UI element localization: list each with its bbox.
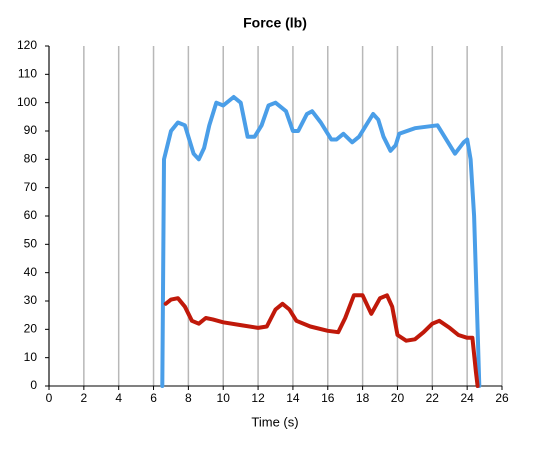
x-tick-label: 24 bbox=[460, 391, 474, 405]
x-tick-label: 4 bbox=[115, 391, 122, 405]
x-tick-label: 16 bbox=[321, 391, 335, 405]
y-tick-label: 30 bbox=[24, 293, 38, 307]
y-tick-label: 10 bbox=[24, 350, 38, 364]
x-tick-label: 12 bbox=[251, 391, 265, 405]
x-tick-label: 26 bbox=[495, 391, 509, 405]
y-tick-label: 50 bbox=[24, 237, 38, 251]
y-tick-label: 110 bbox=[18, 67, 37, 81]
y-tick-label: 20 bbox=[24, 322, 38, 336]
x-tick-label: 10 bbox=[217, 391, 231, 405]
y-tick-label: 90 bbox=[24, 123, 38, 137]
x-axis-label: Time (s) bbox=[251, 414, 298, 429]
x-tick-label: 14 bbox=[286, 391, 300, 405]
x-tick-label: 18 bbox=[356, 391, 370, 405]
line-series bbox=[163, 293, 480, 388]
x-tick-label: 20 bbox=[391, 391, 405, 405]
y-tick-label: 70 bbox=[24, 180, 38, 194]
x-tick-label: 0 bbox=[46, 391, 53, 405]
line-series bbox=[160, 95, 482, 388]
y-tick-label: 80 bbox=[24, 152, 38, 166]
y-tick-label: 100 bbox=[17, 95, 37, 109]
y-tick-label: 60 bbox=[24, 208, 38, 222]
y-tick-label: 120 bbox=[17, 38, 37, 52]
x-tick-label: 22 bbox=[426, 391, 440, 405]
x-tick-label: 2 bbox=[81, 391, 88, 405]
x-tick-label: 8 bbox=[185, 391, 192, 405]
x-tick-label: 6 bbox=[150, 391, 157, 405]
y-tick-label: 0 bbox=[30, 378, 37, 392]
chart-title: Force (lb) bbox=[243, 15, 307, 31]
y-tick-label: 40 bbox=[24, 265, 38, 279]
